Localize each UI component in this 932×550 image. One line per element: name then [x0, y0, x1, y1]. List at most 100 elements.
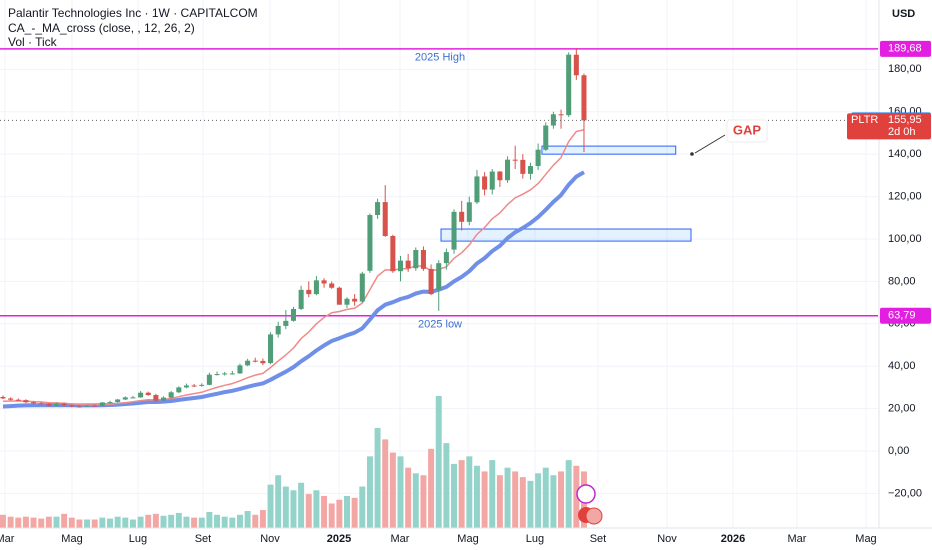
ma-fast-line	[2, 129, 585, 406]
volume-bar	[451, 463, 458, 528]
candle-body	[566, 54, 572, 116]
volume-bar	[122, 517, 129, 528]
gap-callout-line	[694, 134, 726, 154]
candle-body	[260, 360, 266, 364]
volume-bar	[519, 477, 526, 528]
candle-body	[451, 211, 457, 250]
candle-body	[520, 159, 526, 174]
volume-bar	[397, 456, 404, 528]
candle-body	[23, 400, 29, 403]
candle-body	[153, 395, 159, 401]
candle-body	[352, 298, 358, 302]
candle-body	[313, 280, 319, 295]
x-tick-label: Mag	[61, 533, 82, 545]
volume-bar	[374, 428, 381, 528]
candle-body	[183, 385, 189, 388]
volume-bar	[7, 516, 14, 528]
candle-body	[38, 403, 44, 405]
volume-bar	[84, 519, 91, 528]
candle-body	[550, 114, 556, 126]
candle-body	[0, 396, 6, 399]
y-tick-label: 0,00	[888, 445, 909, 457]
candle-body	[543, 125, 549, 150]
last-price-label: 155,95	[888, 114, 922, 126]
volume-bar	[221, 516, 228, 528]
candle-body	[8, 398, 14, 400]
x-tick-label: Mar	[0, 533, 15, 545]
candle-body	[436, 263, 442, 290]
candle-body	[535, 149, 541, 167]
candle-body	[367, 215, 373, 271]
candle-body	[53, 403, 60, 406]
candle-body	[527, 166, 533, 174]
candle-body	[283, 320, 289, 326]
volume-bar	[412, 473, 419, 528]
y-tick-label: 100,00	[888, 233, 922, 245]
candle-body	[268, 334, 274, 364]
volume-bar	[244, 511, 251, 528]
candle-body	[229, 373, 235, 375]
volume-bar	[145, 514, 152, 528]
volume-bar	[573, 465, 580, 528]
candle-body	[390, 236, 396, 272]
volume-bar	[99, 517, 106, 528]
volume-bar	[114, 516, 121, 528]
event-icon[interactable]	[576, 484, 596, 504]
candle-body	[107, 402, 113, 404]
candle-body	[344, 298, 350, 305]
volume-bar	[527, 480, 534, 528]
x-tick-label: Nov	[260, 533, 280, 545]
volume-bar	[259, 510, 266, 528]
y-tick-label: −20,00	[888, 487, 922, 499]
candle-body	[237, 365, 243, 374]
candle-body	[290, 308, 297, 321]
candle-body	[336, 287, 342, 305]
candle-body	[573, 54, 579, 76]
volume-bar	[30, 517, 37, 528]
candle-body	[512, 159, 518, 161]
volume-bar	[313, 490, 320, 528]
volume-bar	[267, 484, 274, 528]
candle-body	[382, 202, 388, 237]
event-flag-icon[interactable]	[585, 507, 603, 525]
volume-bar	[229, 517, 236, 528]
x-tick-label: Nov	[657, 533, 677, 545]
volume-bar	[473, 465, 480, 528]
candle-body	[92, 405, 98, 407]
last-price-countdown: 2d 0h	[888, 126, 916, 138]
volume-bar	[405, 467, 412, 528]
candle-body	[222, 373, 228, 375]
volume-bar	[565, 460, 572, 528]
volume-bar	[305, 494, 312, 528]
candle-body	[466, 202, 472, 222]
volume-bar	[61, 513, 68, 528]
level-annotation: 2025 low	[418, 319, 462, 331]
price-tag	[880, 40, 931, 57]
volume-bar	[275, 475, 282, 528]
volume-bar	[550, 475, 557, 528]
gap-zone	[541, 145, 677, 155]
plot-area: 2025 High 2025 low	[0, 0, 878, 528]
volume-bar	[512, 471, 519, 528]
candle-body	[31, 402, 37, 404]
volume-bar	[175, 512, 182, 528]
volume-bar	[443, 443, 450, 528]
volume-bar	[359, 486, 366, 528]
volume-bar	[22, 516, 29, 528]
y-tick-label: 80,00	[888, 275, 916, 287]
candle-body	[558, 114, 564, 116]
candle-body	[61, 403, 67, 406]
y-tick-label: 40,00	[888, 360, 916, 372]
volume-bar	[290, 490, 297, 528]
volume-bar	[282, 486, 289, 528]
volume-label: Vol · Tick	[8, 35, 58, 49]
candle-body	[359, 273, 365, 302]
volume-bar	[76, 519, 83, 528]
candle-body	[76, 406, 82, 408]
volume-bar	[558, 471, 565, 528]
candle-body	[497, 171, 503, 181]
x-tick-label: Set	[195, 533, 212, 545]
volume-bar	[191, 517, 198, 528]
volume-bar	[38, 518, 45, 528]
